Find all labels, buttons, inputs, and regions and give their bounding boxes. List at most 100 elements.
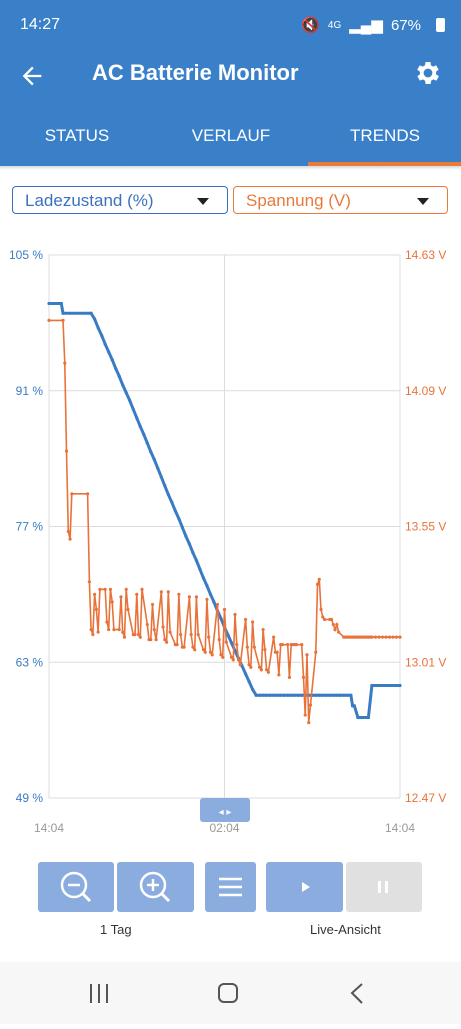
right-series-point (133, 632, 137, 637)
tab-shadow (0, 166, 461, 170)
right-series-point (308, 703, 313, 707)
left-series-point (254, 693, 258, 697)
left-series-point (226, 633, 230, 637)
chart-grid (48, 254, 401, 799)
recent-apps-icon[interactable] (90, 984, 108, 1003)
right-series-point (317, 577, 321, 581)
right-series-point (63, 361, 67, 365)
left-series-point (187, 542, 191, 546)
right-series-point (196, 632, 200, 637)
left-series-point (317, 693, 321, 697)
right-series-point (333, 627, 337, 632)
right-series-point (305, 653, 309, 657)
right-series-point (259, 668, 263, 672)
left-series-point (107, 350, 111, 354)
left-series-point (321, 693, 325, 697)
right-axis-select[interactable]: Spannung (V) (233, 186, 448, 214)
right-series-point (221, 655, 225, 659)
nav-icons (90, 983, 363, 1004)
right-series-point (272, 635, 276, 639)
left-series-point (243, 672, 248, 676)
left-series-point (359, 715, 363, 720)
right-series-point (136, 632, 141, 637)
left-series-point (117, 374, 121, 378)
right-series-point (175, 643, 179, 647)
zoom-out-button[interactable] (38, 862, 114, 912)
right-series-point (98, 587, 102, 591)
right-series-point (387, 635, 392, 639)
zoom-in-button[interactable] (117, 862, 194, 912)
right-series-point (121, 630, 125, 634)
menu-button[interactable] (205, 862, 256, 912)
left-axis-select[interactable]: Ladezustand (%) (12, 186, 228, 214)
play-button[interactable] (266, 862, 343, 912)
left-series-point (142, 432, 146, 436)
right-series-point (217, 638, 221, 642)
left-series-point (47, 301, 51, 306)
trend-chart[interactable]: 105 % 91 % 77 % 63 % 49 % 14.63 V 14.09 V 13.5… (0, 240, 461, 840)
left-series-point (59, 301, 63, 306)
right-series-point (66, 529, 70, 534)
left-series-point (163, 484, 167, 488)
left-series-point (114, 366, 118, 371)
right-series-point (103, 587, 107, 591)
tab-status[interactable]: STATUS (44, 126, 110, 145)
pause-button[interactable] (346, 862, 422, 912)
left-series-point (293, 693, 297, 697)
signal-icon: ▂▄▆ (349, 17, 383, 34)
tab-trends[interactable]: TRENDS (350, 126, 420, 145)
right-series-point (245, 645, 249, 649)
right-series-point (280, 643, 285, 647)
left-series-point (180, 525, 184, 530)
right-series-point (398, 635, 402, 639)
right-series-point (201, 648, 206, 652)
tab-verlauf[interactable]: VERLAUF (191, 126, 271, 145)
left-series-point (138, 425, 142, 429)
left-series-point (191, 551, 195, 555)
right-series-point (329, 617, 334, 622)
right-series-point (126, 607, 130, 612)
right-series-point (168, 630, 172, 634)
back-arrow-icon[interactable] (18, 62, 46, 90)
right-series-point (275, 650, 279, 654)
left-series-point (296, 693, 300, 697)
right-series-point (243, 617, 248, 622)
left-series-point (324, 693, 328, 697)
right-series-point (150, 602, 155, 607)
right-series-point (247, 663, 251, 667)
left-series-point (93, 317, 97, 321)
chart-scroll-handle[interactable] (200, 798, 250, 822)
right-series-point (166, 590, 170, 594)
right-series-point (194, 595, 199, 599)
right-series-point (163, 638, 167, 642)
right-series-point (149, 638, 153, 642)
left-series-point (135, 416, 139, 420)
back-icon[interactable] (350, 983, 363, 1004)
left-series-point (131, 407, 135, 411)
right-series-point (322, 617, 327, 622)
right-series-point (231, 658, 235, 662)
left-series-point (289, 693, 293, 697)
chart-series (47, 301, 402, 725)
right-series-point (238, 663, 242, 667)
left-series-point (268, 693, 272, 697)
left-series-point (100, 333, 104, 338)
right-series-point (207, 635, 211, 639)
left-series-point (219, 617, 223, 621)
left-series-point (89, 311, 93, 315)
right-series-point (229, 655, 234, 659)
right-series-point (182, 645, 186, 649)
app-title: AC Batterie Monitor (92, 60, 299, 85)
home-icon[interactable] (218, 983, 238, 1003)
left-series-point (177, 517, 181, 521)
left-series-point (328, 693, 332, 697)
chevron-down-icon (417, 198, 429, 205)
left-series-point (124, 391, 128, 395)
left-series-point (61, 311, 65, 315)
left-series-point (272, 693, 276, 697)
menu-icon (219, 877, 242, 897)
zoom-range-label: 1 Tag (100, 922, 132, 937)
right-series-point (224, 640, 228, 644)
gear-icon[interactable] (413, 58, 443, 88)
right-series-point (187, 595, 191, 599)
